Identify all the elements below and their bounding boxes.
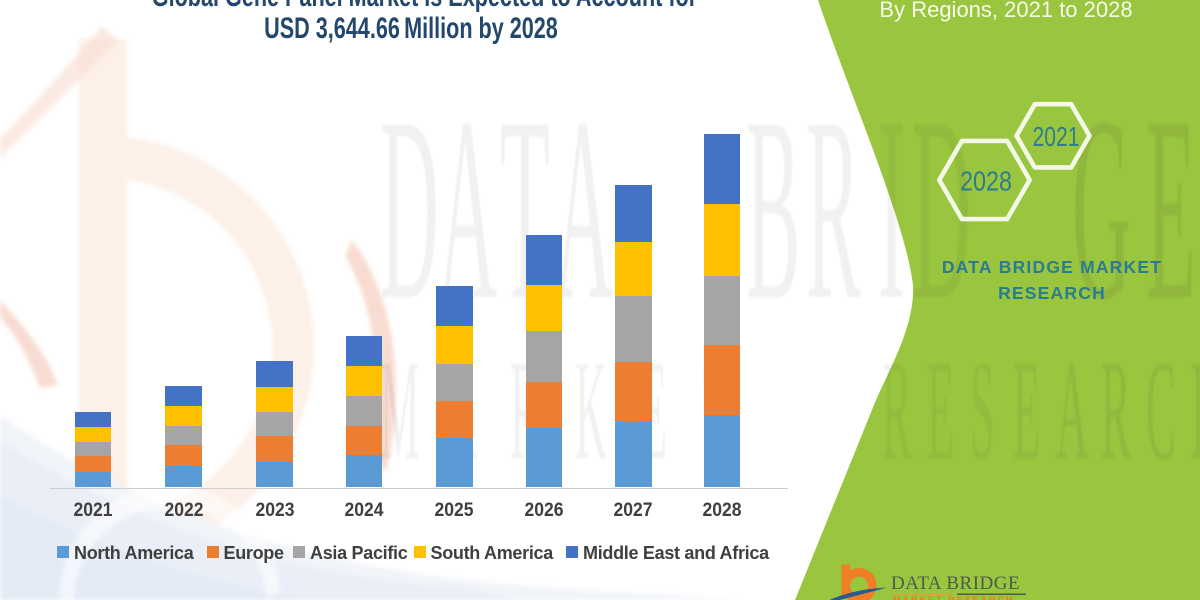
svg-text:2021: 2021 [1033, 121, 1080, 152]
svg-text:MARKET RESEARCH: MARKET RESEARCH [893, 595, 1015, 600]
svg-text:2028: 2028 [960, 166, 1012, 197]
svg-text:DATA BRIDGE: DATA BRIDGE [891, 573, 1020, 594]
